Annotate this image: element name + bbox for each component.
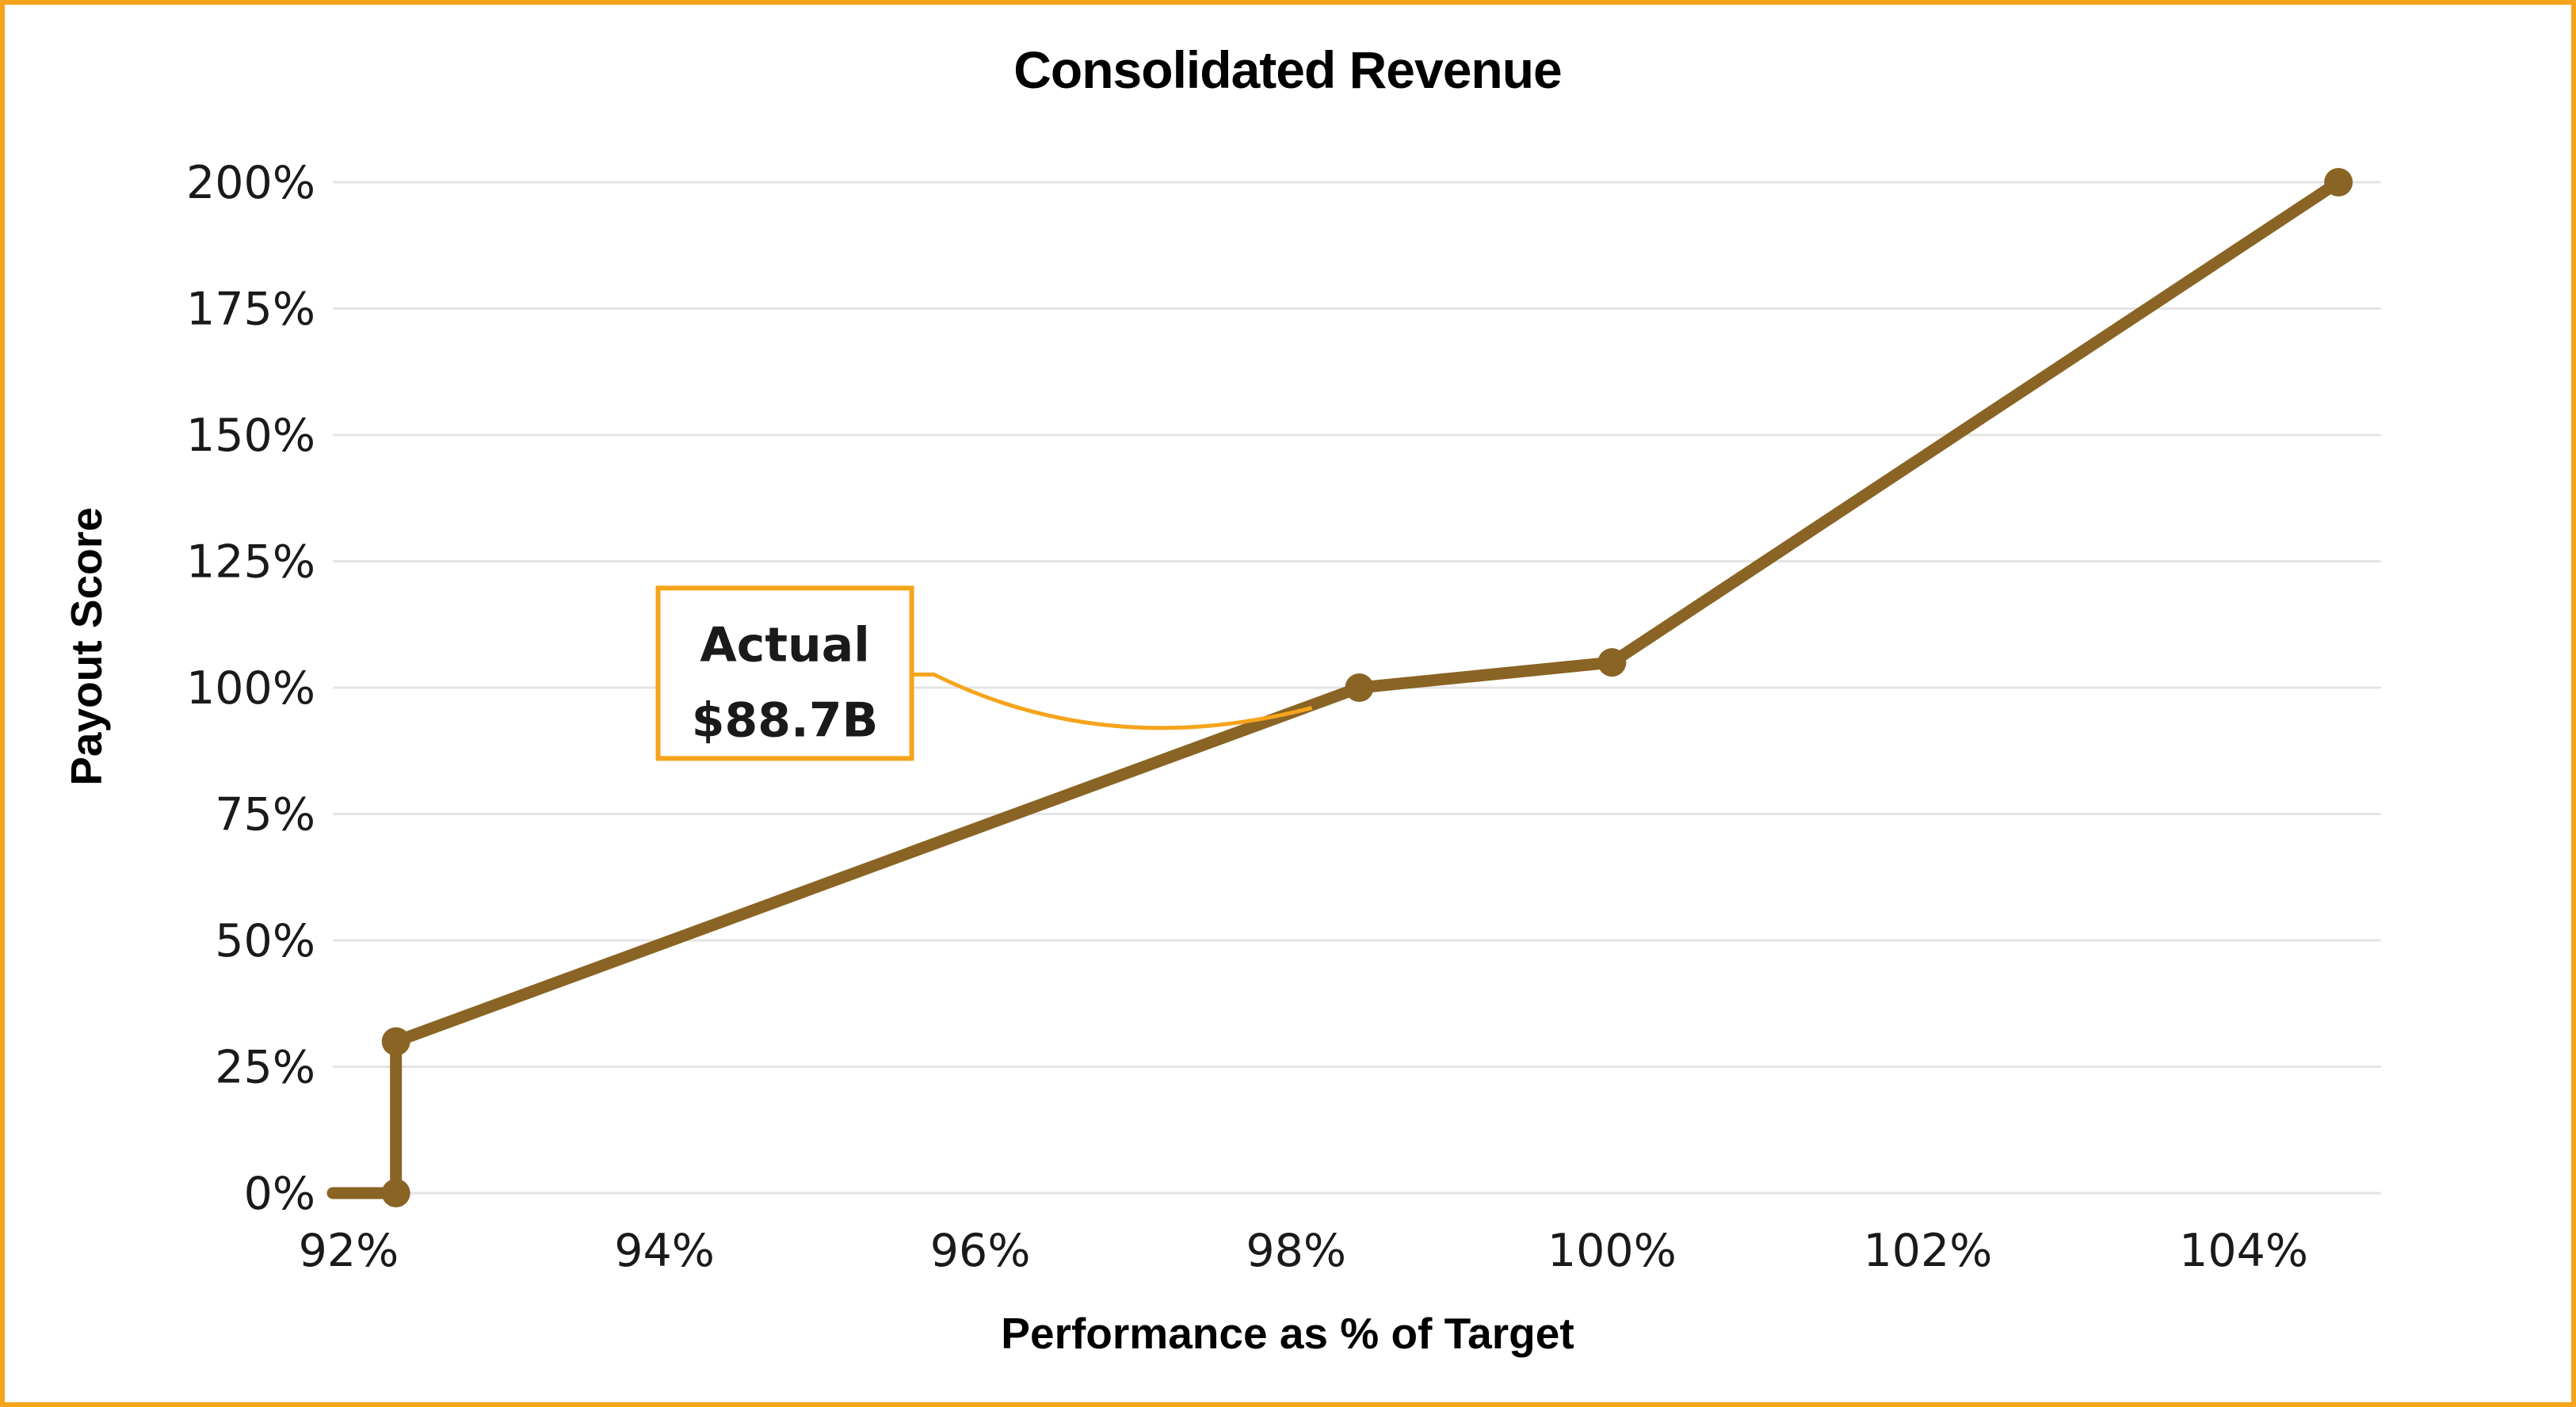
data-point-marker (1345, 673, 1374, 702)
y-tick-label: 125% (186, 536, 315, 589)
data-point-marker (2324, 168, 2353, 196)
y-tick-label: 25% (215, 1042, 315, 1094)
data-point-marker (381, 1027, 410, 1056)
y-axis-title: Payout Score (62, 507, 111, 786)
data-point-markers-group (381, 168, 2353, 1207)
x-tick-label: 104% (2179, 1225, 2308, 1277)
x-tick-label: 96% (930, 1225, 1031, 1277)
y-tick-label: 50% (215, 915, 315, 967)
annotation-group: Actual $88.7B (655, 585, 1313, 761)
data-point-marker (1597, 648, 1627, 677)
y-tick-label: 100% (186, 662, 315, 715)
data-point-marker (381, 1179, 410, 1207)
x-tick-label: 92% (299, 1225, 399, 1277)
y-tick-label: 175% (186, 284, 315, 336)
chart-title: Consolidated Revenue (1013, 40, 1561, 99)
annotation-box (655, 585, 914, 761)
y-tick-labels-group: 0% 25% 50% 75% 100% 125% 150% 175% 200% (186, 157, 315, 1220)
x-tick-labels-group: 92% 94% 96% 98% 100% 102% 104% (299, 1225, 2309, 1277)
x-tick-label: 98% (1246, 1225, 1346, 1277)
x-tick-label: 94% (614, 1225, 715, 1277)
y-tick-label: 200% (186, 157, 315, 209)
y-tick-label: 75% (215, 789, 315, 841)
x-axis-title: Performance as % of Target (1001, 1309, 1574, 1358)
annotation-leader-line (911, 672, 1313, 730)
gridlines-group (333, 181, 2381, 1195)
x-tick-label: 100% (1548, 1225, 1677, 1277)
y-tick-label: 150% (186, 410, 315, 462)
annotation-text-value: $88.7B (692, 692, 879, 748)
annotation-text-actual: Actual (700, 617, 869, 673)
x-tick-label: 102% (1864, 1225, 1993, 1277)
y-tick-label: 0% (244, 1168, 315, 1220)
